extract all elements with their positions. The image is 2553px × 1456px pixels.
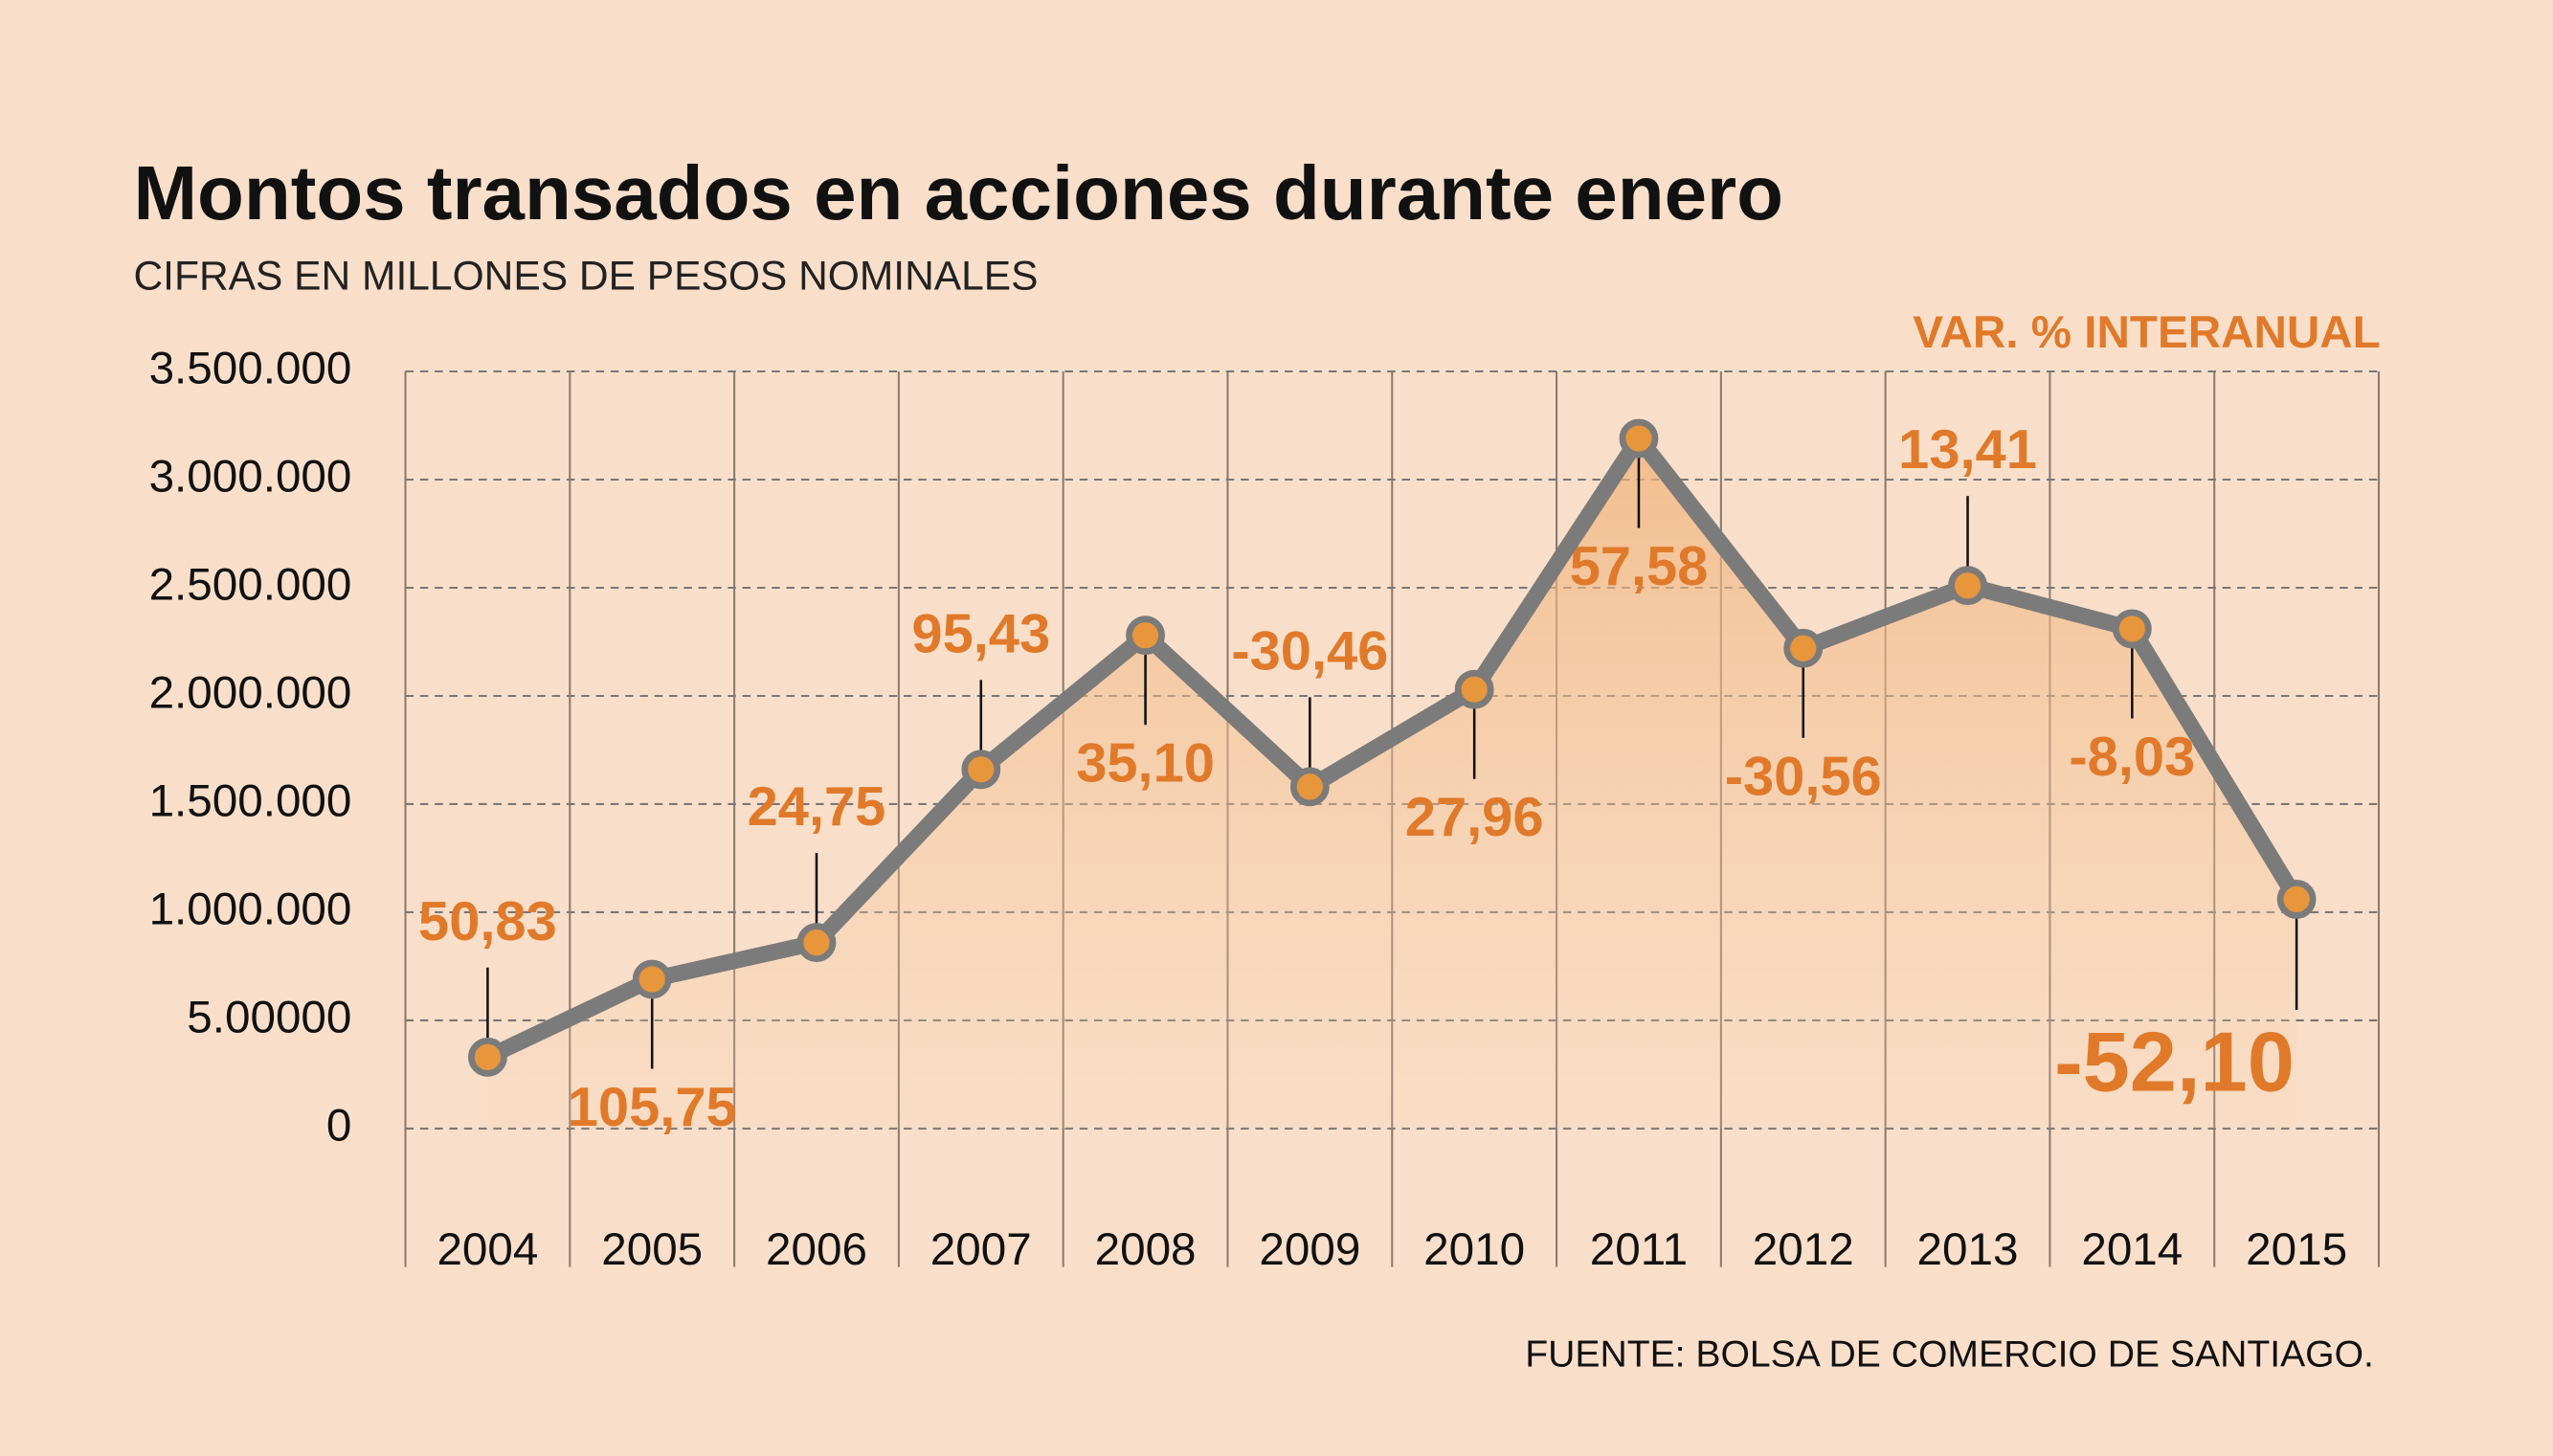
annotation-label: -30,56	[1725, 746, 1882, 807]
chart-subtitle: CIFRAS EN MILLONES DE PESOS NOMINALES	[133, 254, 1038, 299]
x-tick-label: 2005	[601, 1224, 703, 1275]
marker	[1126, 616, 1165, 656]
annotation-label: 50,83	[418, 891, 557, 952]
annotation-label: -52,10	[2054, 1015, 2295, 1109]
annotation-label: 57,58	[1570, 536, 1709, 597]
annotation-title: VAR. % INTERANUAL	[1913, 307, 2380, 358]
y-tick-label: 5.00000	[187, 993, 351, 1043]
x-tick-label: 2010	[1423, 1224, 1525, 1275]
x-tick-label: 2015	[2246, 1224, 2347, 1275]
marker	[1454, 669, 1494, 709]
y-tick-label: 2.000.000	[149, 668, 352, 719]
annotation-label: 105,75	[568, 1077, 737, 1138]
y-tick-label: 3.500.000	[149, 344, 352, 394]
annotation-label: 35,10	[1076, 733, 1215, 795]
line	[479, 430, 2305, 1065]
annotation-label: -8,03	[2069, 727, 2195, 788]
x-tick-label: 2009	[1259, 1224, 1360, 1275]
marker	[961, 750, 1001, 790]
y-tick-label: 0	[326, 1100, 351, 1151]
x-tick-label: 2012	[1753, 1224, 1854, 1275]
y-tick-label: 2.500.000	[149, 560, 352, 611]
y-tick-label: 3.000.000	[149, 452, 352, 503]
chart-title: Montos transados en acciones durante ene…	[133, 150, 1782, 235]
source: FUENTE: BOLSA DE COMERCIO DE SANTIAGO.	[1525, 1333, 2374, 1375]
x-tick-label: 2013	[1917, 1224, 2019, 1275]
annotation-label: 95,43	[911, 603, 1050, 664]
x-tick-label: 2011	[1590, 1224, 1688, 1275]
x-tick-label: 2004	[437, 1224, 538, 1275]
x-tick-label: 2014	[2081, 1224, 2183, 1275]
marker	[1783, 628, 1824, 668]
annotation-label: 27,96	[1405, 787, 1544, 848]
marker	[2276, 879, 2317, 919]
y-tick-label: 1.000.000	[149, 885, 352, 935]
marker	[796, 923, 837, 962]
marker	[2112, 609, 2152, 649]
x-tick-label: 2006	[766, 1224, 867, 1275]
area	[487, 438, 2297, 1129]
marker	[632, 959, 672, 999]
marker	[1619, 418, 1659, 459]
annotation-label: -30,46	[1231, 620, 1388, 682]
marker	[1289, 767, 1330, 807]
x-tick-label: 2008	[1095, 1224, 1197, 1275]
marker	[468, 1037, 507, 1077]
y-tick-label: 1.500.000	[149, 776, 352, 827]
marker	[1948, 566, 1987, 606]
annotation-label: 13,41	[1898, 419, 2037, 481]
annotation-label: 24,75	[748, 776, 886, 838]
x-tick-label: 2007	[930, 1224, 1032, 1275]
